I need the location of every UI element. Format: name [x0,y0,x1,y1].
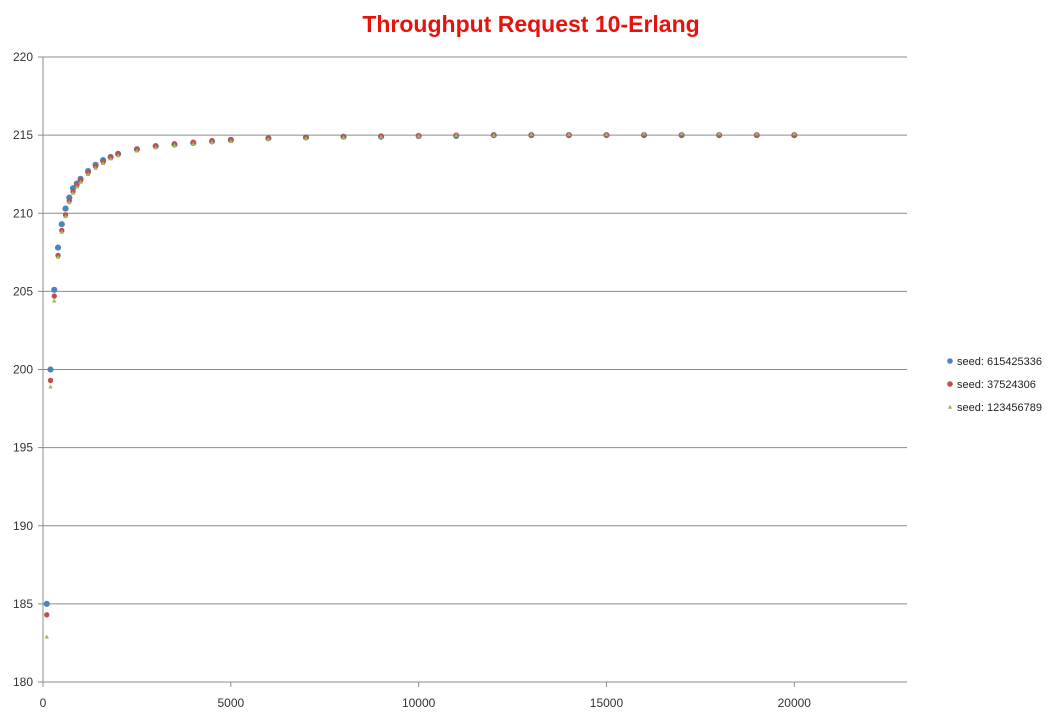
legend-marker [947,404,953,409]
data-point [59,229,64,234]
data-point [266,136,271,141]
data-point [228,139,234,144]
legend-item: seed: 615425336 [947,356,1042,368]
legend-item: seed: 123456789 [947,402,1042,414]
data-point [716,131,722,136]
data-point [303,136,309,141]
y-axis-ticks: 180 185 190 195 200 205 210 215 220 [13,50,43,689]
series-2 [44,132,797,618]
x-tick-label: 0 [40,696,47,710]
x-axis-ticks: 0 5000 10000 15000 20000 [40,682,812,710]
series-3 [44,131,797,639]
data-point [679,131,684,136]
x-tick-label: 10000 [402,696,436,710]
legend-label: seed: 37524306 [957,379,1036,391]
data-point [566,132,572,137]
data-point [134,148,140,153]
data-point [44,634,49,639]
y-tick-label: 195 [13,441,33,455]
data-point [58,221,65,228]
data-point [62,205,69,212]
data-point [491,132,496,137]
x-tick-label: 15000 [590,696,624,710]
y-tick-label: 190 [13,519,33,533]
data-point [108,156,113,161]
legend: seed: 615425336 seed: 37524306 seed: 12345… [947,356,1042,414]
data-point [341,135,346,140]
legend-item: seed: 37524306 [947,379,1036,391]
y-tick-label: 210 [13,206,33,220]
data-point [93,165,98,170]
data-point [454,132,459,137]
data-point [74,184,80,189]
data-point [70,190,76,195]
data-point [792,131,797,136]
legend-label: seed: 615425336 [957,356,1042,368]
chart-title: Throughput Request 10-Erlang [362,11,699,37]
data-point [48,384,53,389]
data-point [78,179,83,184]
data-point [51,293,57,299]
data-points [43,131,798,639]
legend-label: seed: 123456789 [957,402,1042,414]
y-tick-label: 200 [13,363,33,377]
data-point [115,153,121,158]
data-point [47,366,54,373]
legend-marker [947,358,953,364]
data-point [85,171,91,176]
y-tick-label: 205 [13,284,33,298]
data-point [416,133,421,138]
data-point [641,131,647,136]
data-point [754,131,759,136]
x-tick-label: 5000 [217,696,244,710]
data-point [44,612,50,618]
data-point [209,139,215,144]
legend-marker [947,381,953,387]
data-point [55,254,61,259]
data-point [67,200,72,205]
data-point [52,298,57,303]
data-point [153,145,158,150]
y-tick-label: 215 [13,128,33,142]
grid-lines [43,56,907,683]
data-point [43,600,50,607]
data-point [51,286,58,293]
x-tick-label: 20000 [778,696,812,710]
data-point [191,141,196,146]
data-point [172,143,177,148]
y-tick-label: 185 [13,597,33,611]
data-point [100,161,106,166]
data-point [54,244,62,251]
data-point [63,214,68,219]
data-point [604,132,609,137]
data-point [529,132,534,137]
y-tick-label: 220 [13,50,33,64]
data-point [378,134,384,139]
y-tick-label: 180 [13,675,33,689]
data-point [47,377,54,384]
